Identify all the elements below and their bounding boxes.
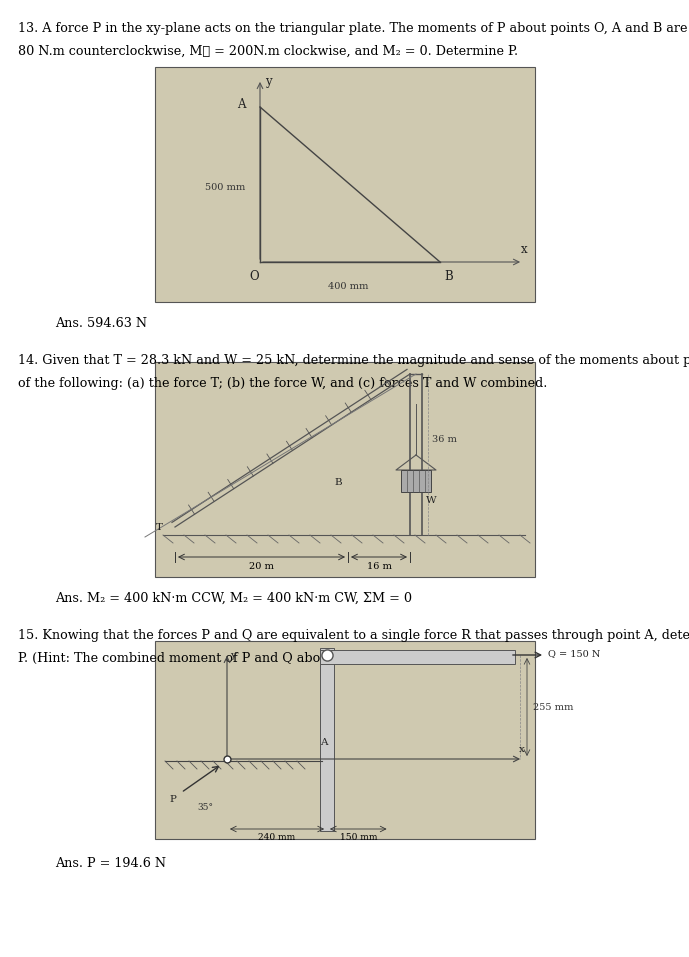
Text: 150 mm: 150 mm xyxy=(340,833,377,842)
Text: y: y xyxy=(265,75,271,88)
Bar xyxy=(320,650,515,664)
Text: x: x xyxy=(519,745,525,754)
Text: 13. A force P in the xy-plane acts on the triangular plate. The moments of P abo: 13. A force P in the xy-plane acts on th… xyxy=(18,22,689,35)
Bar xyxy=(155,641,535,839)
Text: 80 N.m counterclockwise, M⁁ = 200N.m clockwise, and M₂ = 0. Determine P.: 80 N.m counterclockwise, M⁁ = 200N.m clo… xyxy=(18,44,518,57)
Text: 16 m: 16 m xyxy=(367,562,391,571)
Text: 36 m: 36 m xyxy=(432,435,457,444)
Text: y: y xyxy=(230,651,236,660)
Text: T: T xyxy=(156,523,163,531)
Text: 20 m: 20 m xyxy=(249,562,274,571)
Text: 255 mm: 255 mm xyxy=(533,702,573,711)
Text: B: B xyxy=(444,270,453,283)
Text: 35°: 35° xyxy=(197,803,213,812)
Bar xyxy=(155,67,535,302)
Text: P: P xyxy=(169,794,176,804)
Text: x: x xyxy=(520,243,527,256)
Text: Ans. 594.63 N: Ans. 594.63 N xyxy=(55,317,147,330)
Text: 14. Given that T = 28.3 kN and W = 25 kN, determine the magnitude and sense of t: 14. Given that T = 28.3 kN and W = 25 kN… xyxy=(18,354,689,367)
Text: Q = 150 N: Q = 150 N xyxy=(548,650,600,658)
Bar xyxy=(401,470,431,492)
Bar xyxy=(155,362,535,577)
Text: P. (Hint: The combined moment of P and Q about A is zero.): P. (Hint: The combined moment of P and Q… xyxy=(18,652,402,664)
Text: A: A xyxy=(238,99,246,112)
Text: B: B xyxy=(334,478,342,487)
Text: W: W xyxy=(426,496,437,505)
Text: 15. Knowing that the forces P and Q are equivalent to a single force R that pass: 15. Knowing that the forces P and Q are … xyxy=(18,629,689,642)
Text: 240 mm: 240 mm xyxy=(258,833,296,842)
Text: Ans. P = 194.6 N: Ans. P = 194.6 N xyxy=(55,857,166,870)
Text: O: O xyxy=(249,270,259,283)
Text: Ans. M₂ = 400 kN·m CCW, M₂ = 400 kN·m CW, ΣM = 0: Ans. M₂ = 400 kN·m CCW, M₂ = 400 kN·m CW… xyxy=(55,592,412,605)
Text: of the following: (a) the force T; (b) the force W, and (c) forces T and W combi: of the following: (a) the force T; (b) t… xyxy=(18,376,547,389)
Text: 400 mm: 400 mm xyxy=(328,282,368,291)
Text: A: A xyxy=(320,738,328,747)
Bar xyxy=(320,648,334,831)
Text: 500 mm: 500 mm xyxy=(205,183,245,191)
